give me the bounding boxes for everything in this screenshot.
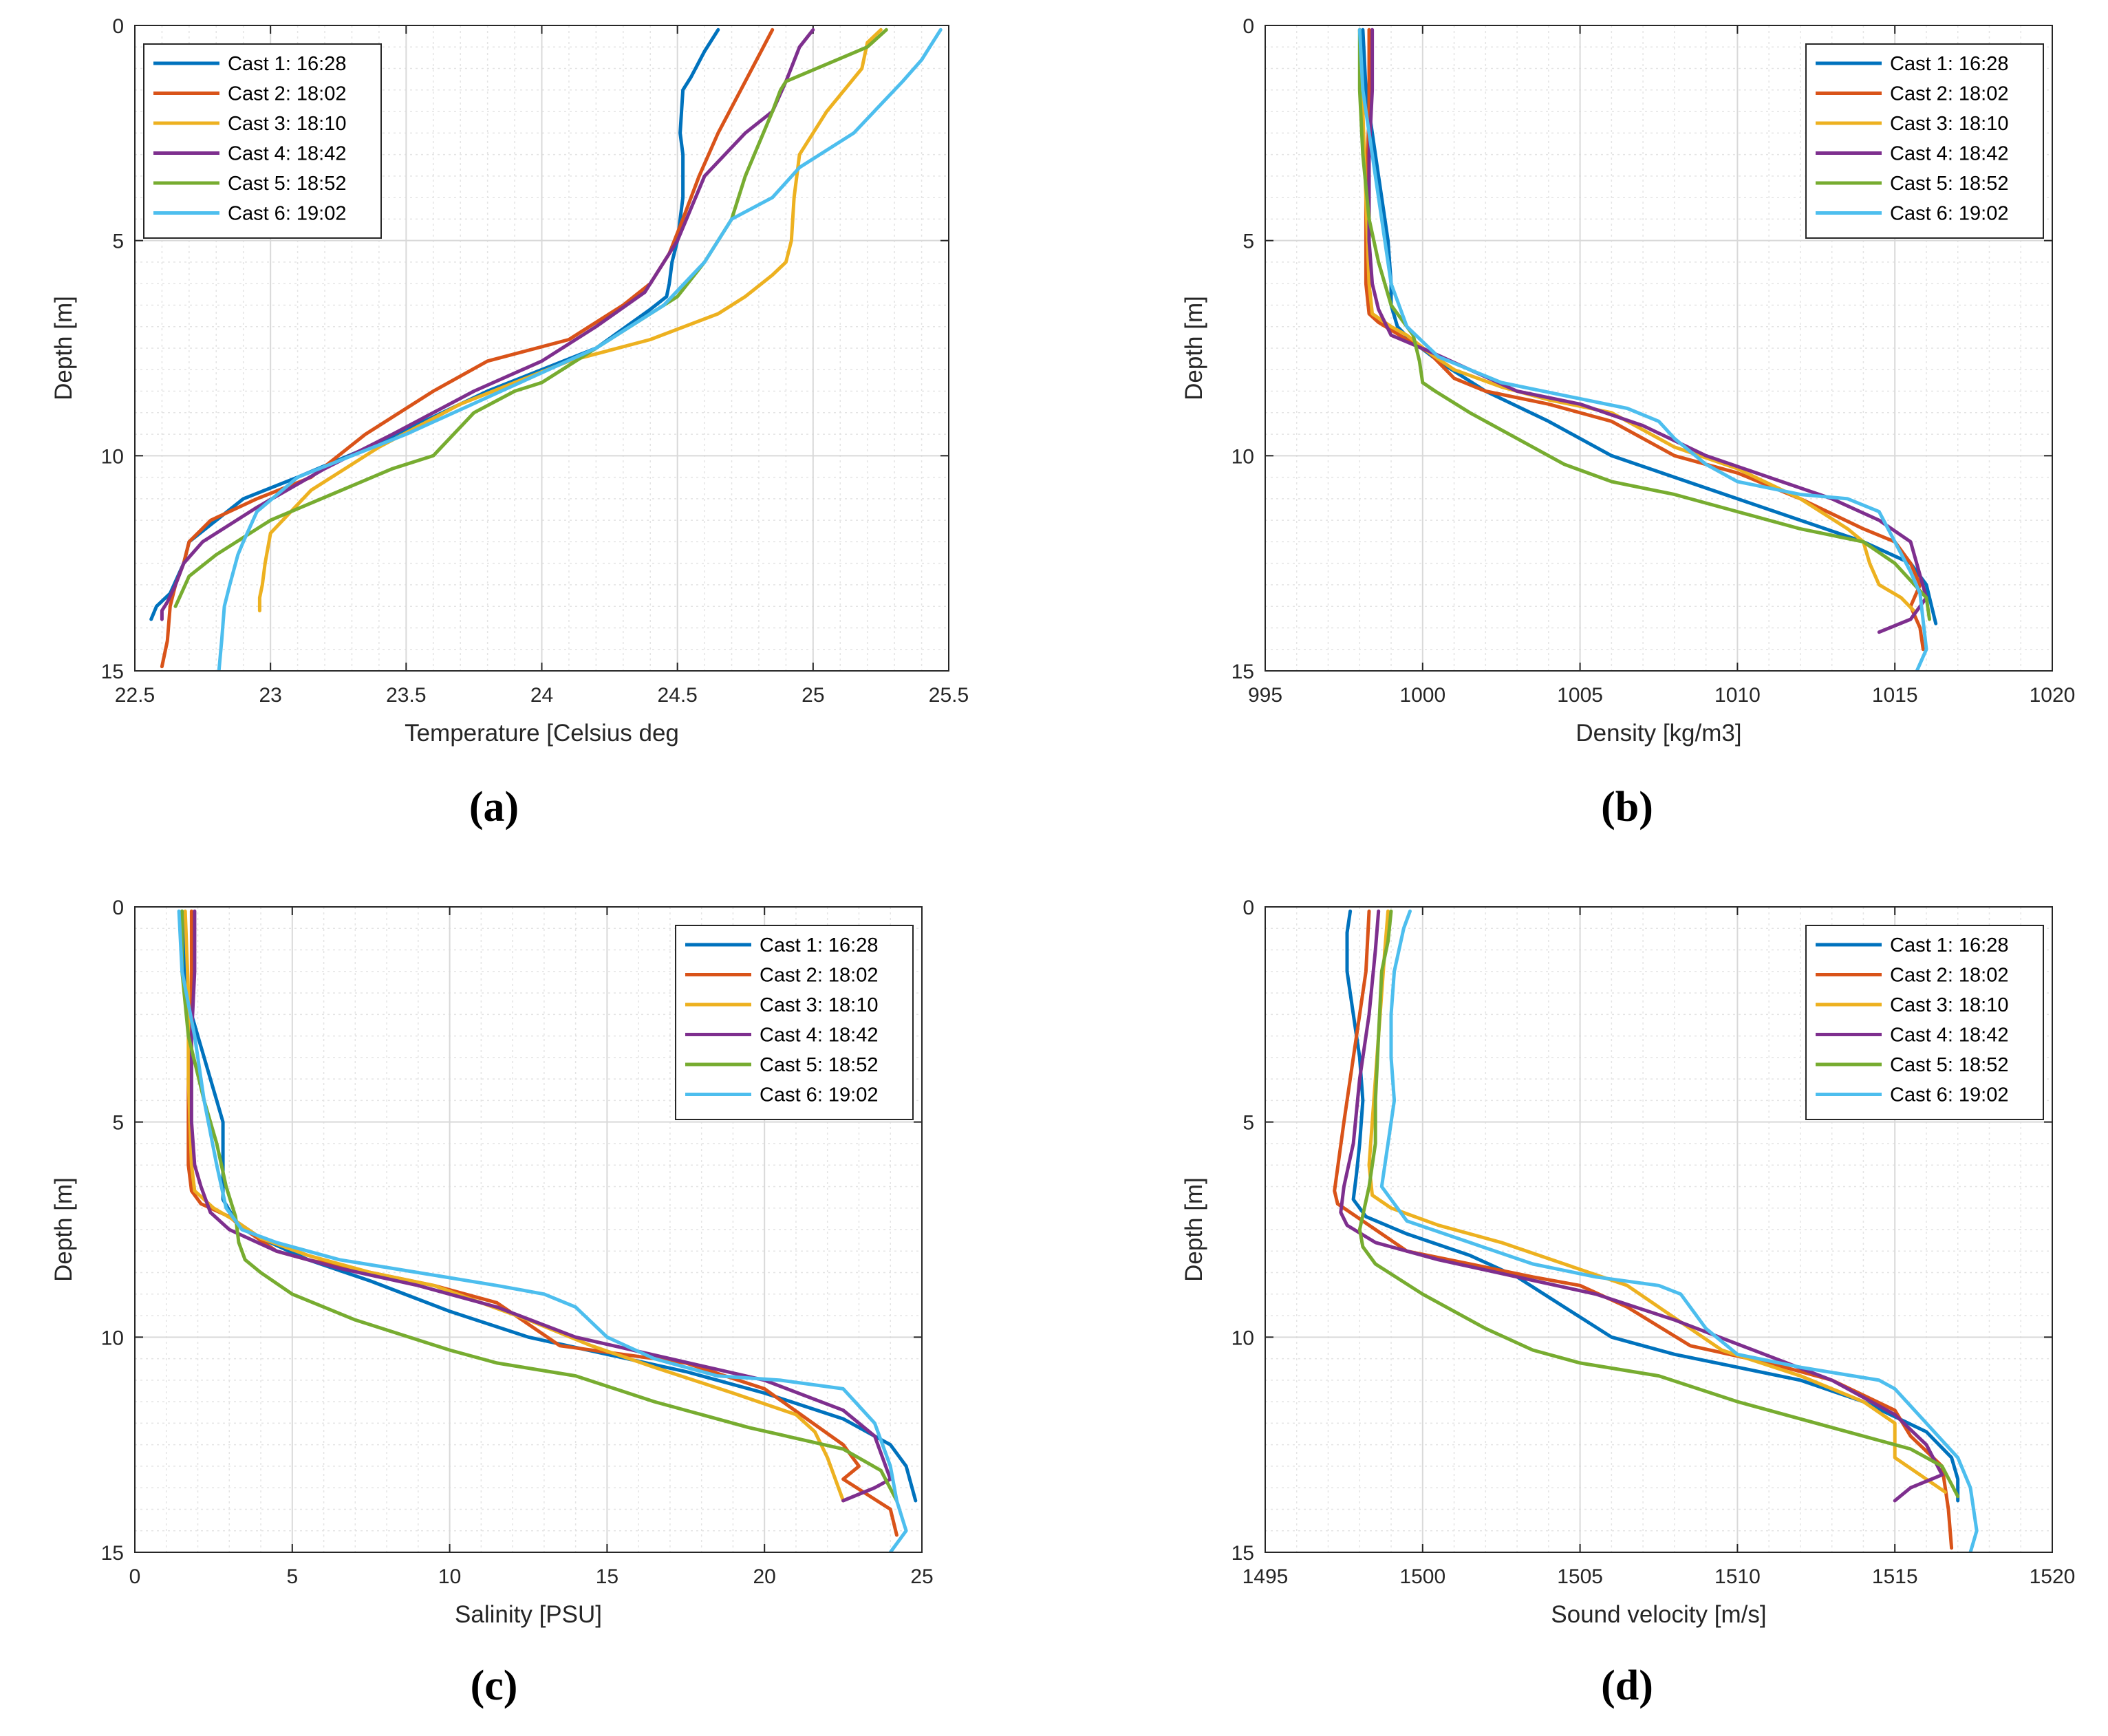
legend-label-cast-6: Cast 6: 19:02 bbox=[1890, 203, 2009, 225]
x-tick-label: 24 bbox=[530, 684, 553, 707]
y-tick-label: 15 bbox=[101, 1542, 124, 1565]
y-tick-label: 10 bbox=[101, 1327, 124, 1349]
y-axis-label: Depth [m] bbox=[50, 296, 77, 400]
x-tick-label: 20 bbox=[753, 1565, 776, 1588]
y-tick-label: 15 bbox=[1232, 1542, 1254, 1565]
legend-label-cast-5: Cast 5: 18:52 bbox=[228, 173, 347, 195]
x-axis-label: Salinity [PSU] bbox=[455, 1601, 602, 1628]
legend-label-cast-3: Cast 3: 18:10 bbox=[1890, 113, 2009, 135]
legend: Cast 1: 16:28 Cast 2: 18:02 Cast 3: 18:10 C… bbox=[1806, 44, 2043, 238]
legend-label-cast-2: Cast 2: 18:02 bbox=[1890, 83, 2009, 105]
x-tick-label: 1015 bbox=[1872, 684, 1918, 707]
legend-label-cast-1: Cast 1: 16:28 bbox=[1890, 53, 2009, 75]
legend: Cast 1: 16:28 Cast 2: 18:02 Cast 3: 18:10 C… bbox=[676, 925, 913, 1119]
legend-label-cast-4: Cast 4: 18:42 bbox=[228, 143, 347, 165]
y-tick-label: 10 bbox=[1232, 445, 1254, 468]
x-tick-label: 25.5 bbox=[929, 684, 969, 707]
x-axis-label: Density [kg/m3] bbox=[1575, 720, 1741, 747]
x-tick-label: 995 bbox=[1248, 684, 1282, 707]
chart-panel-3: 1495 1500 1505 1510 1515 1520 0 5 10 15 Sound velo… bbox=[1181, 897, 2075, 1709]
y-tick-label: 0 bbox=[1243, 15, 1254, 38]
legend-label-cast-5: Cast 5: 18:52 bbox=[760, 1054, 879, 1076]
legend-label-cast-6: Cast 6: 19:02 bbox=[760, 1084, 879, 1106]
y-axis-label: Depth [m] bbox=[1181, 1177, 1207, 1282]
x-tick-label: 1510 bbox=[1714, 1565, 1761, 1588]
legend-label-cast-2: Cast 2: 18:02 bbox=[228, 83, 347, 105]
chart-panel-2: 0 5 10 15 20 25 0 5 10 15 Salinity [PSU] Depth [m] (… bbox=[50, 897, 934, 1709]
x-tick-label: 1005 bbox=[1557, 684, 1603, 707]
legend-label-cast-4: Cast 4: 18:42 bbox=[1890, 1025, 2009, 1047]
x-axis-label: Sound velocity [m/s] bbox=[1551, 1601, 1766, 1628]
x-tick-label: 24.5 bbox=[657, 684, 697, 707]
legend-label-cast-3: Cast 3: 18:10 bbox=[1890, 994, 2009, 1016]
legend-label-cast-2: Cast 2: 18:02 bbox=[1890, 965, 2009, 987]
legend-label-cast-6: Cast 6: 19:02 bbox=[1890, 1084, 2009, 1106]
y-tick-label: 15 bbox=[101, 661, 124, 683]
panel-label: (c) bbox=[471, 1662, 518, 1709]
legend-label-cast-5: Cast 5: 18:52 bbox=[1890, 1054, 2009, 1076]
y-tick-label: 0 bbox=[1243, 897, 1254, 919]
x-tick-label: 10 bbox=[438, 1565, 461, 1588]
x-tick-label: 1020 bbox=[2030, 684, 2076, 707]
x-tick-label: 1010 bbox=[1714, 684, 1761, 707]
legend-label-cast-1: Cast 1: 16:28 bbox=[1890, 934, 2009, 956]
y-tick-label: 5 bbox=[1243, 231, 1254, 253]
y-tick-label: 5 bbox=[112, 231, 124, 253]
panel-label: (d) bbox=[1601, 1662, 1653, 1709]
figure: 22.5 23 23.5 24 24.5 25 25.5051015Temperature … bbox=[0, 0, 2108, 1736]
legend-label-cast-3: Cast 3: 18:10 bbox=[760, 994, 879, 1016]
legend-label-cast-4: Cast 4: 18:42 bbox=[1890, 143, 2009, 165]
x-tick-label: 1520 bbox=[2030, 1565, 2076, 1588]
chart-panel-0: 22.5 23 23.5 24 24.5 25 25.5 0 5 10 15 Temperature … bbox=[50, 15, 969, 831]
x-tick-label: 1500 bbox=[1399, 1565, 1445, 1588]
y-axis-label: Depth [m] bbox=[1181, 296, 1207, 400]
legend-label-cast-2: Cast 2: 18:02 bbox=[760, 965, 879, 987]
legend-label-cast-1: Cast 1: 16:28 bbox=[760, 934, 879, 956]
x-axis-label: Temperature [Celsius deg bbox=[405, 720, 679, 747]
x-tick-label: 25 bbox=[910, 1565, 933, 1588]
y-tick-label: 10 bbox=[1232, 1327, 1254, 1349]
y-tick-label: 10 bbox=[101, 445, 124, 468]
y-tick-label: 5 bbox=[112, 1112, 124, 1135]
x-tick-label: 1000 bbox=[1399, 684, 1445, 707]
legend: Cast 1: 16:28 Cast 2: 18:02 Cast 3: 18:10 C… bbox=[1806, 925, 2043, 1119]
y-axis-label: Depth [m] bbox=[50, 1177, 77, 1282]
y-tick-label: 0 bbox=[112, 15, 124, 38]
x-tick-label: 15 bbox=[596, 1565, 619, 1588]
x-tick-label: 0 bbox=[129, 1565, 141, 1588]
y-tick-label: 15 bbox=[1232, 661, 1254, 683]
panel-label: (a) bbox=[469, 784, 519, 831]
x-tick-label: 1495 bbox=[1243, 1565, 1289, 1588]
x-tick-label: 1505 bbox=[1557, 1565, 1603, 1588]
legend-label-cast-4: Cast 4: 18:42 bbox=[760, 1025, 879, 1047]
legend-label-cast-6: Cast 6: 19:02 bbox=[228, 203, 347, 225]
legend-label-cast-5: Cast 5: 18:52 bbox=[1890, 173, 2009, 195]
x-tick-label: 23 bbox=[259, 684, 281, 707]
legend: Cast 1: 16:28 Cast 2: 18:02 Cast 3: 18:10 C… bbox=[144, 44, 381, 238]
x-tick-label: 5 bbox=[286, 1565, 298, 1588]
legend-label-cast-3: Cast 3: 18:10 bbox=[228, 113, 347, 135]
x-tick-label: 22.5 bbox=[115, 684, 155, 707]
legend-label-cast-1: Cast 1: 16:28 bbox=[228, 53, 347, 75]
x-tick-label: 23.5 bbox=[386, 684, 426, 707]
x-tick-label: 25 bbox=[802, 684, 824, 707]
panel-label: (b) bbox=[1601, 784, 1653, 831]
x-tick-label: 1515 bbox=[1872, 1565, 1918, 1588]
y-tick-label: 0 bbox=[112, 897, 124, 919]
y-tick-label: 5 bbox=[1243, 1112, 1254, 1135]
